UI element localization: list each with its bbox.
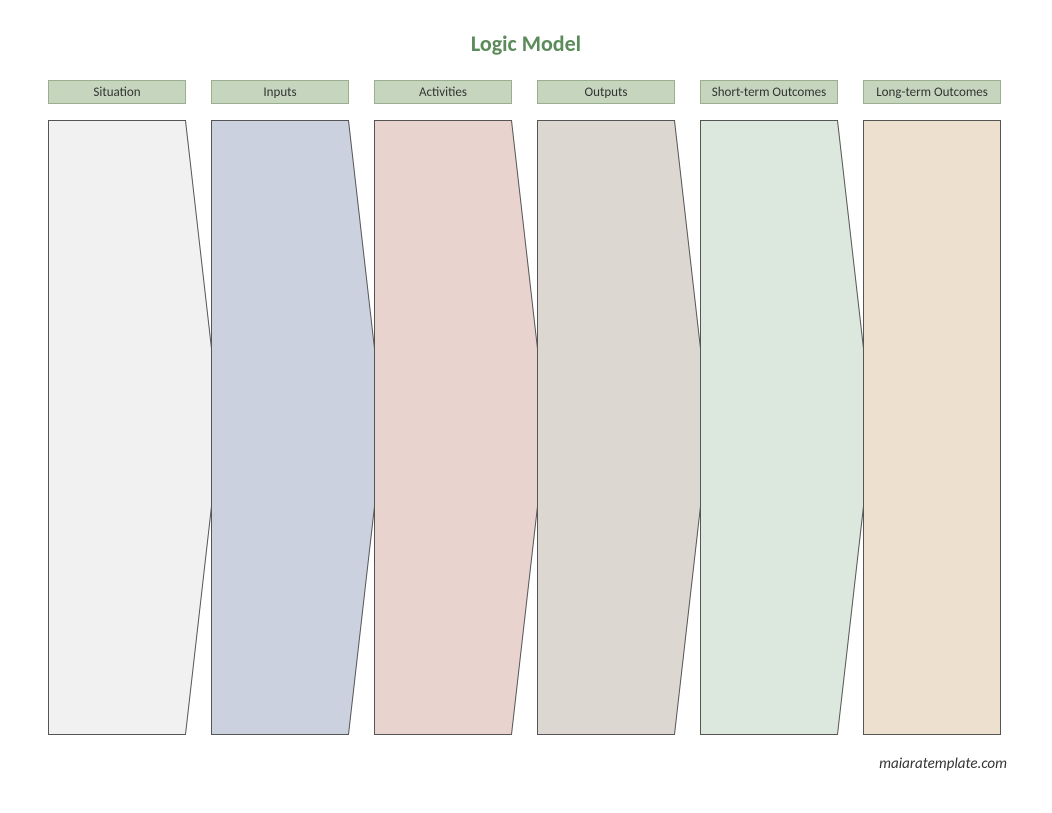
column-header: Inputs [211, 80, 349, 104]
chevron-shape [211, 120, 384, 735]
chevron-shape [537, 120, 710, 735]
column-header: Situation [48, 80, 186, 104]
column-header-label: Situation [93, 85, 140, 100]
rect-shape [863, 120, 1001, 735]
column-header: Activities [374, 80, 512, 104]
column-header-label: Inputs [263, 85, 296, 100]
column-header-label: Activities [419, 85, 467, 100]
footer-attribution: maiaratemplate.com [879, 755, 1007, 773]
chevron-shape [374, 120, 547, 735]
column-header: Short-term Outcomes [700, 80, 838, 104]
column-header: Outputs [537, 80, 675, 104]
chevron-shape [48, 120, 221, 735]
column-header-label: Short-term Outcomes [712, 85, 826, 100]
column-header-label: Long-term Outcomes [876, 85, 988, 100]
column-header: Long-term Outcomes [863, 80, 1001, 104]
column-header-label: Outputs [585, 85, 628, 100]
chevron-shape [700, 120, 873, 735]
diagram-title: Logic Model [0, 30, 1052, 57]
